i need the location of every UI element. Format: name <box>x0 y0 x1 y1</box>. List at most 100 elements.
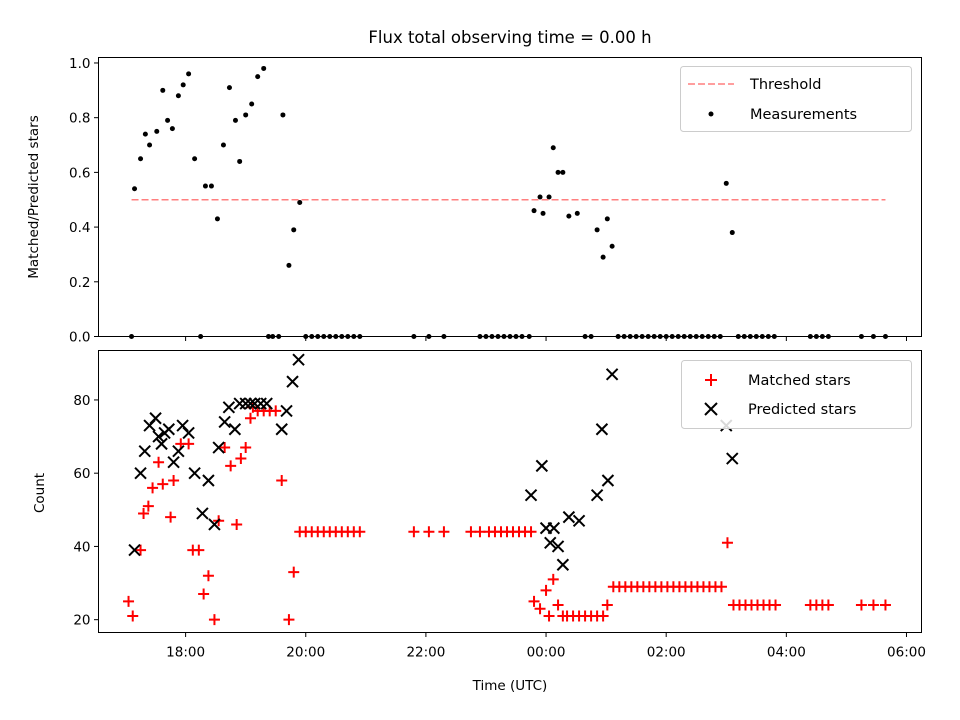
bottom-y-ticks: 20 40 60 80 <box>73 393 99 629</box>
matched-star-point-20 <box>231 518 243 530</box>
matched-star-point-103 <box>855 599 867 611</box>
matched-star-point-13 <box>193 544 205 556</box>
matched-star-point-61 <box>552 599 564 611</box>
predicted-star-point-45 <box>726 452 739 465</box>
measurement-point-19 <box>232 117 238 123</box>
measurement-point-23 <box>255 74 261 80</box>
measurement-point-57 <box>546 194 552 200</box>
predicted-star-point-36 <box>551 540 565 553</box>
measurement-point-29 <box>286 262 292 268</box>
predicted-star-point-34 <box>544 536 557 549</box>
bottom-y-tick-label: 60 <box>73 466 90 482</box>
legend-threshold-label: Threshold <box>749 77 821 93</box>
matched-star-point-60 <box>547 573 559 585</box>
matched-star-point-8 <box>165 511 177 523</box>
predicted-star-point-5 <box>152 430 165 443</box>
matched-star-point-55 <box>525 526 537 538</box>
matched-star-point-43 <box>408 526 420 538</box>
measurement-point-9 <box>175 93 181 99</box>
measurement-point-21 <box>243 112 249 118</box>
matched-star-point-44 <box>423 526 435 538</box>
measurement-point-62 <box>574 210 580 216</box>
predicted-star-point-32 <box>535 459 549 473</box>
x-axis-label: Time (UTC) <box>472 678 548 694</box>
matched-star-point-23 <box>244 412 256 424</box>
matched-star-point-42 <box>354 526 366 538</box>
measurement-point-58 <box>550 145 556 151</box>
matched-star-point-69 <box>597 610 609 622</box>
predicted-star-point-0 <box>128 543 141 557</box>
predicted-star-point-1 <box>134 466 147 480</box>
predicted-star-point-41 <box>595 423 609 436</box>
predicted-star-point-20 <box>228 423 242 436</box>
measurement-point-8 <box>169 126 175 132</box>
chart-title: Flux total observing time = 0.00 h <box>368 28 651 47</box>
matched-star-point-5 <box>147 482 159 494</box>
top-y-tick-label: 0.0 <box>69 330 90 346</box>
legend-measurements-label: Measurements <box>750 107 857 123</box>
predicted-star-point-15 <box>202 474 215 487</box>
bottom-y-tick-label: 20 <box>73 613 90 629</box>
legend-predicted-label: Predicted stars <box>748 402 856 418</box>
predicted-star-point-29 <box>286 375 299 388</box>
measurement-point-30 <box>291 227 297 233</box>
measurement-point-5 <box>154 128 160 134</box>
measurement-point-61 <box>566 213 572 219</box>
matched-star-point-102 <box>822 599 834 611</box>
predicted-star-point-19 <box>222 401 236 414</box>
predicted-star-point-2 <box>138 445 151 458</box>
matched-star-point-59 <box>543 610 555 622</box>
predicted-star-point-22 <box>239 397 252 410</box>
measurement-point-66 <box>600 254 606 260</box>
predicted-star-point-30 <box>292 353 305 366</box>
measurement-point-18 <box>226 85 232 91</box>
matched-star-point-6 <box>153 456 165 468</box>
measurement-point-28 <box>280 112 286 118</box>
predicted-star-point-37 <box>556 558 570 571</box>
predicted-star-point-27 <box>275 423 288 436</box>
matched-star-point-1 <box>127 610 139 622</box>
measurement-point-14 <box>202 183 208 189</box>
matched-star-point-105 <box>879 599 891 611</box>
predicted-star-point-39 <box>572 514 586 528</box>
predicted-star-point-23 <box>244 397 257 410</box>
measurement-point-68 <box>609 243 615 249</box>
matched-star-point-18 <box>219 442 231 454</box>
bottom-legend-box <box>681 360 912 429</box>
measurement-point-16 <box>214 216 220 222</box>
predicted-star-point-18 <box>218 415 231 429</box>
bottom-y-axis-label: Count <box>32 473 48 513</box>
predicted-star-point-42 <box>601 474 615 487</box>
matched-star-point-7 <box>157 478 169 490</box>
matched-star-point-21 <box>235 453 247 465</box>
predicted-star-point-6 <box>155 437 168 451</box>
top-y-tick-label: 0.8 <box>69 111 90 127</box>
matched-star-point-0 <box>123 595 135 607</box>
predicted-star-point-14 <box>196 507 209 520</box>
matched-star-point-9 <box>168 475 180 487</box>
predicted-star-point-40 <box>590 488 604 502</box>
matched-star-point-56 <box>528 595 540 607</box>
top-legend-box <box>680 66 912 132</box>
bottom-y-tick-label: 80 <box>73 393 90 409</box>
predicted-star-point-28 <box>280 404 293 418</box>
bottom-axes-frame <box>98 350 922 633</box>
predicted-star-point-4 <box>149 412 162 425</box>
bottom-legend: Matched stars Predicted stars <box>681 360 912 429</box>
predicted-star-point-13 <box>188 466 201 480</box>
x-tick-label: 18:00 <box>166 645 205 661</box>
measurement-point-17 <box>220 142 226 148</box>
legend-matched-swatch <box>705 374 717 386</box>
matched-star-point-16 <box>208 614 220 626</box>
matched-star-point-90 <box>721 537 733 549</box>
measurement-point-4 <box>147 142 153 148</box>
legend-predicted-swatch <box>704 402 718 416</box>
predicted-stars-points <box>128 353 739 571</box>
predicted-star-point-35 <box>547 521 561 535</box>
top-y-tick-label: 0.4 <box>69 220 90 236</box>
matched-star-point-30 <box>283 614 295 626</box>
measurement-point-1 <box>132 186 138 192</box>
predicted-star-point-26 <box>260 397 273 410</box>
matched-star-point-98 <box>770 599 782 611</box>
